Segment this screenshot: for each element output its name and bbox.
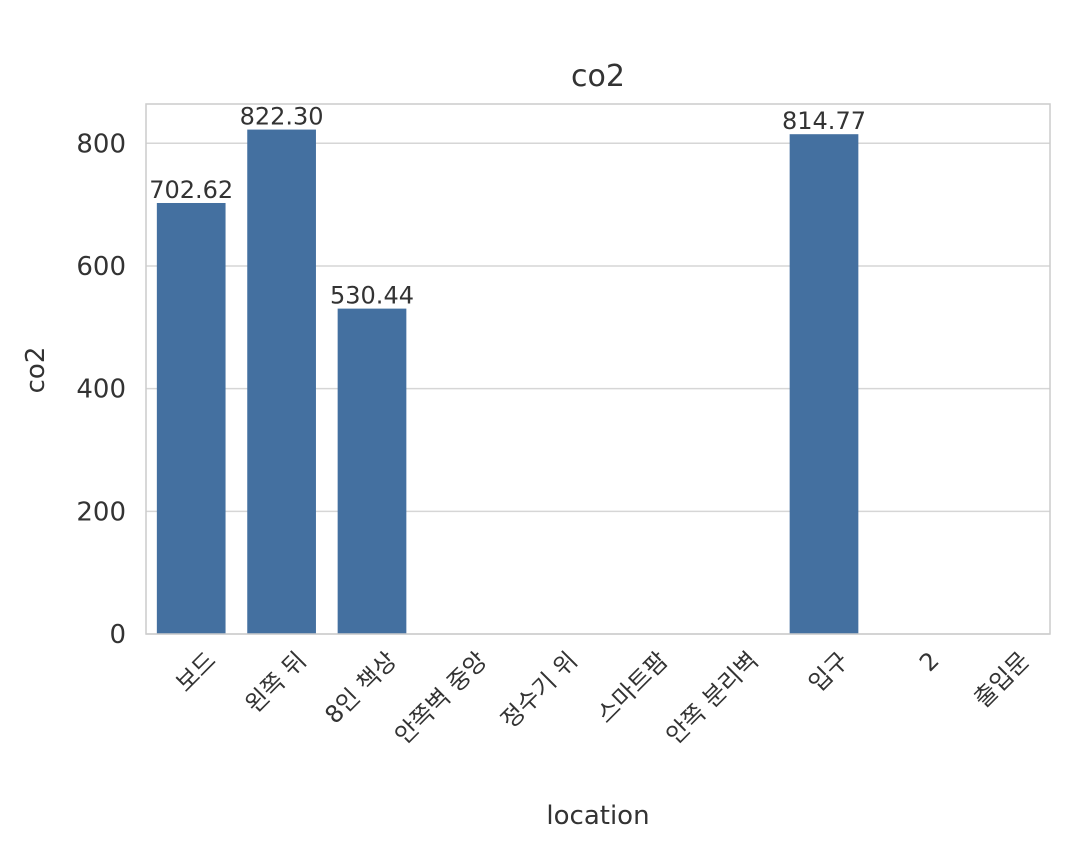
bar-value-label: 822.30: [240, 103, 324, 131]
bar: [337, 308, 407, 634]
bar-value-label: 814.77: [782, 107, 866, 135]
bar: [789, 134, 859, 634]
y-axis-label: co2: [21, 347, 51, 394]
x-tick-label: 입구: [803, 646, 854, 697]
data-labels: 702.62 822.30 530.44 814.77: [149, 103, 866, 310]
y-tick-label: 0: [109, 620, 126, 650]
x-tick-label: 스마트팜: [591, 646, 673, 728]
x-tick-label: 안쪽벽 중앙: [389, 646, 492, 749]
plot-frame: [145, 103, 1051, 635]
x-tick-label: 안쪽 분리벽: [661, 646, 764, 749]
x-tick-label: 왼쪽 뒤: [240, 646, 312, 718]
bar: [247, 129, 316, 634]
x-tick-label: 보드: [170, 646, 221, 697]
y-tick-label: 200: [76, 497, 126, 527]
y-tick-label: 400: [76, 375, 126, 405]
y-tick-labels: 0 200 400 600 800: [76, 129, 126, 650]
y-tick-label: 800: [76, 129, 126, 159]
x-tick-label: 출입문: [968, 646, 1035, 713]
bar: [156, 202, 226, 634]
x-tick-label: 8인 책상: [319, 646, 402, 729]
bars: [156, 129, 859, 634]
bar-value-label: 530.44: [330, 282, 414, 310]
y-tick-label: 600: [76, 252, 126, 282]
bar-value-label: 702.62: [149, 176, 233, 204]
x-tick-label: 2: [914, 646, 945, 677]
x-tick-label: 정수기 위: [495, 646, 583, 734]
chart-title: co2: [571, 59, 625, 94]
x-axis-label: location: [546, 801, 649, 831]
